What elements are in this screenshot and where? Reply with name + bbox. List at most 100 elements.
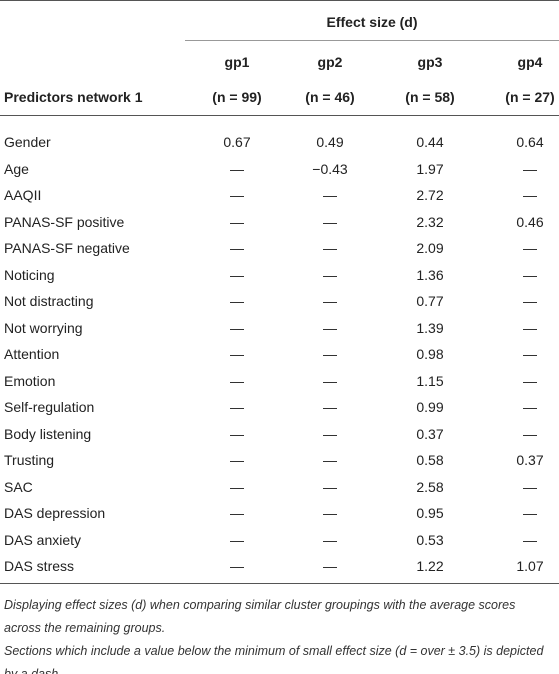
effect-size: — <box>230 266 244 283</box>
effect-size: — <box>323 399 337 415</box>
effect-size: — <box>230 293 244 309</box>
effect-size: — <box>523 160 537 177</box>
effect-size: 2.09 <box>416 240 444 256</box>
group-header: gp1 <box>224 54 250 70</box>
row-label: DAS depression <box>4 505 106 521</box>
effect-size: — <box>323 346 337 362</box>
effect-size: — <box>323 425 337 442</box>
row-label: Not distracting <box>4 293 94 309</box>
effect-size: — <box>523 240 537 256</box>
header-rule <box>185 40 559 41</box>
group-count: (n = 99) <box>212 89 262 105</box>
group-header: gp3 <box>417 54 443 70</box>
effect-size: 0.37 <box>516 452 544 468</box>
effect-size: 0.53 <box>416 531 444 548</box>
row-label-header: Predictors network 1 <box>4 89 143 105</box>
effect-size: 0.95 <box>416 505 444 521</box>
row-label: Not worrying <box>4 319 83 336</box>
effect-size: 1.15 <box>416 372 444 389</box>
effect-size: — <box>523 319 537 336</box>
group-count: (n = 27) <box>505 89 555 105</box>
effect-size: — <box>523 399 537 415</box>
group-header: gp4 <box>517 54 543 70</box>
effect-size: — <box>230 187 244 203</box>
row-label: AAQII <box>4 187 42 203</box>
note: Sections which include a value below the… <box>4 644 544 674</box>
effect-size: — <box>323 240 337 256</box>
effect-size: — <box>323 293 337 309</box>
effect-size: 0.77 <box>416 293 444 309</box>
effect-size: — <box>323 213 337 230</box>
effect-size: — <box>523 505 537 521</box>
effect-size: 1.39 <box>416 319 444 336</box>
effect-size: — <box>323 266 337 283</box>
row-label: Emotion <box>4 372 56 389</box>
row-label: Age <box>4 160 29 177</box>
effect-size: — <box>323 478 337 495</box>
effect-size: — <box>323 452 337 468</box>
effect-size: 1.07 <box>516 558 544 574</box>
effect-size: — <box>230 160 244 177</box>
effect-size: 0.58 <box>416 452 444 468</box>
effect-size: — <box>523 478 537 495</box>
effect-size: — <box>523 187 537 203</box>
effect-size: 0.67 <box>223 134 251 150</box>
group-count: (n = 58) <box>405 89 455 105</box>
effect-size: — <box>230 478 244 495</box>
effect-size: 0.44 <box>416 134 444 150</box>
effect-size: — <box>230 213 244 230</box>
note: Displaying effect sizes (d) when compari… <box>4 598 516 635</box>
effect-size: — <box>230 319 244 336</box>
effect-size: 1.36 <box>416 266 444 283</box>
top-rule <box>0 0 559 1</box>
bottom-rule <box>0 583 559 584</box>
effect-size: — <box>230 531 244 548</box>
effect-size: — <box>230 558 244 574</box>
row-label: PANAS-SF negative <box>4 240 130 256</box>
row-label: DAS anxiety <box>4 531 82 548</box>
effect-size: 2.72 <box>416 187 444 203</box>
effect-size: — <box>523 346 537 362</box>
effect-size: 1.22 <box>416 558 444 574</box>
row-label: Attention <box>4 346 60 362</box>
header-bottom-rule <box>0 115 559 116</box>
effect-size: — <box>230 240 244 256</box>
row-label: Body listening <box>4 425 92 442</box>
effect-size: — <box>323 319 337 336</box>
effect-size: 0.98 <box>416 346 444 362</box>
effect-size: — <box>323 187 337 203</box>
effect-size: 0.46 <box>516 213 544 230</box>
effect-size: — <box>523 425 537 442</box>
group-header: gp2 <box>317 54 343 70</box>
table-title: Effect size (d) <box>326 14 418 30</box>
effect-size: — <box>230 505 244 521</box>
row-label: Trusting <box>4 452 55 468</box>
effect-size: −0.43 <box>312 160 348 177</box>
effect-size: 0.64 <box>516 134 544 150</box>
effect-size: — <box>230 425 244 442</box>
effect-size: — <box>523 372 537 389</box>
effect-size: — <box>230 372 244 389</box>
effect-size: — <box>323 558 337 574</box>
effect-size: — <box>323 505 337 521</box>
effect-size: 2.32 <box>416 213 444 230</box>
row-label: Gender <box>4 134 51 150</box>
effect-size: — <box>230 452 244 468</box>
effect-size: 0.99 <box>416 399 444 415</box>
effect-size: — <box>230 346 244 362</box>
row-label: SAC <box>4 478 33 495</box>
effect-size: — <box>523 531 537 548</box>
effect-size: — <box>230 399 244 415</box>
effect-size: 0.49 <box>316 134 344 150</box>
row-label: Noticing <box>4 266 55 283</box>
effect-size: — <box>323 372 337 389</box>
effect-size: 0.37 <box>416 425 444 442</box>
effect-size: — <box>323 531 337 548</box>
row-label: PANAS-SF positive <box>4 213 125 230</box>
row-label: Self-regulation <box>4 399 95 415</box>
effect-size: 1.97 <box>416 160 444 177</box>
effect-size: — <box>523 293 537 309</box>
row-label: DAS stress <box>4 558 75 574</box>
group-count: (n = 46) <box>305 89 355 105</box>
